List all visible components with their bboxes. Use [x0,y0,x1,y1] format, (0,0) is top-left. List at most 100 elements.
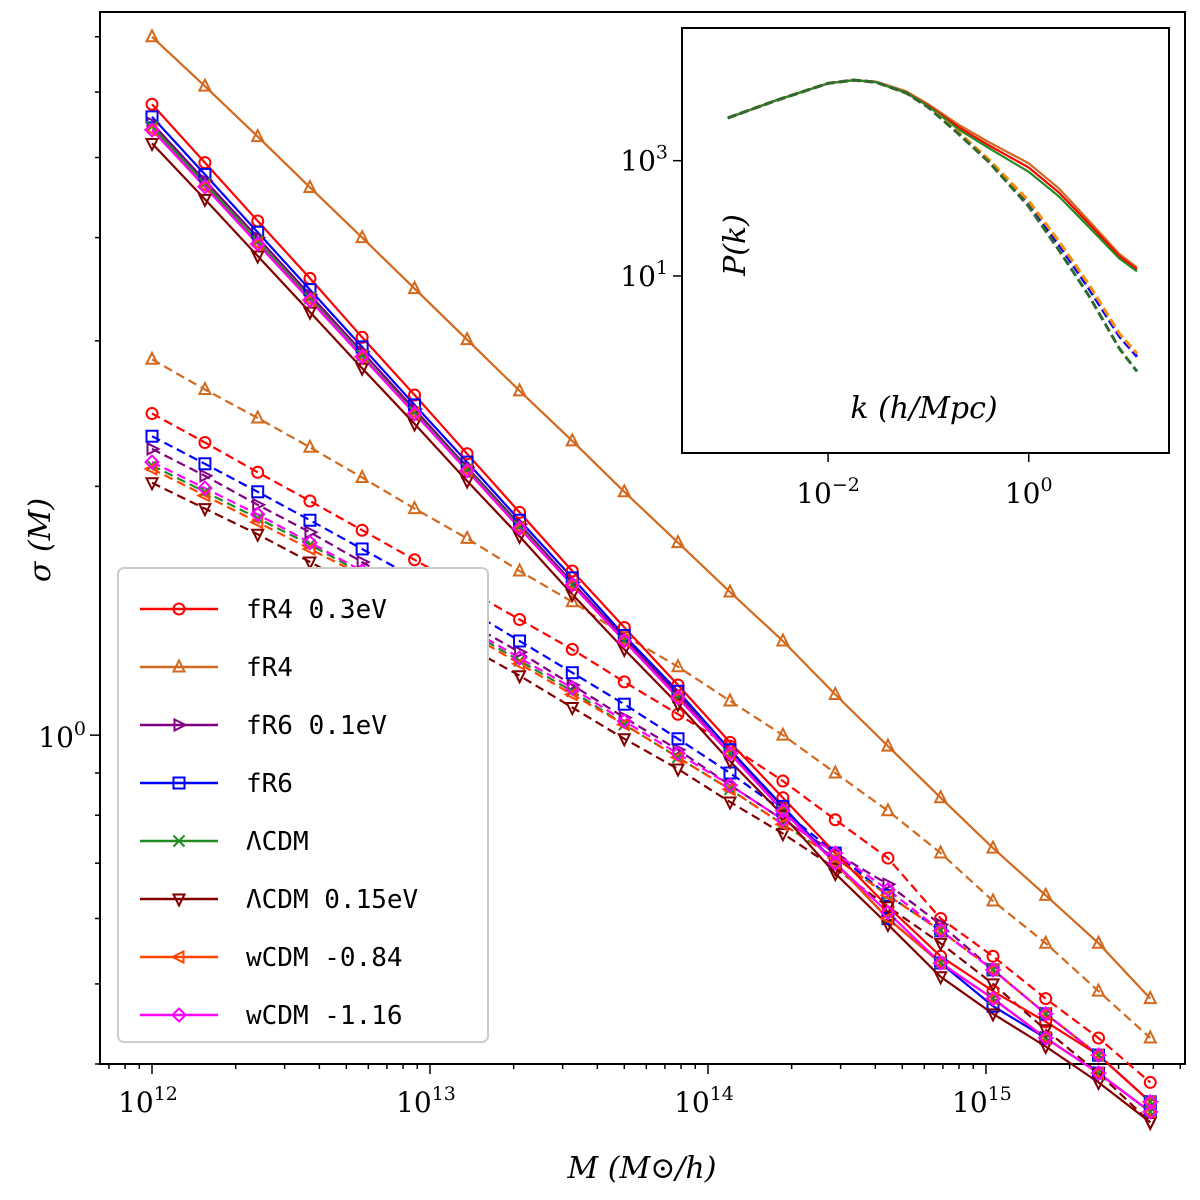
data-point-solid-6-1 [196,179,211,194]
data-point-dashed-0-13 [828,813,842,827]
data-point-dashed-1-8 [565,593,580,608]
data-point-dashed-1-10 [670,657,686,673]
data-point-dashed-6-7 [510,656,526,671]
inset-series-layer [727,78,1139,373]
data-point-dashed-3-1 [198,457,212,471]
data-point-dashed-6-18 [1089,1048,1104,1063]
data-point-dashed-6-16 [984,962,999,977]
data-point-dashed-1-0 [144,350,160,365]
data-point-solid-3-3 [303,283,317,297]
data-point-solid-7-4 [354,348,371,365]
data-point-solid-5-1 [197,193,213,209]
series-line-dashed-2 [151,447,1152,1103]
data-point-dashed-3-9 [617,697,631,711]
data-point-solid-7-2 [249,236,266,252]
data-point-solid-0-4 [355,330,369,344]
series-line-solid-5 [151,142,1151,1124]
legend-entry: ΛCDM 0.15eV [140,885,418,915]
data-point-solid-6-18 [1089,1065,1104,1081]
data-point-dashed-5-1 [197,503,213,518]
data-point-solid-1-6 [459,330,475,346]
data-point-solid-6-13 [826,856,841,871]
data-point-dashed-5-7 [512,670,527,685]
data-point-dashed-5-10 [670,763,686,778]
data-point-solid-7-17 [1037,1030,1054,1046]
data-point-dashed-1-16 [985,892,1001,907]
data-point-solid-6-4 [353,349,368,364]
data-point-dashed-1-4 [355,468,370,484]
series-line-solid-3 [151,116,1151,1113]
data-point-dashed-5-11 [722,796,738,811]
data-point-solid-1-15 [933,788,948,804]
data-point-dashed-5-2 [250,528,265,544]
legend-entry: fR6 0.1eV [140,711,387,741]
data-point-dashed-6-3 [301,541,316,557]
data-point-dashed-7-7 [511,650,528,666]
series-line-solid-1 [151,35,1152,1000]
legend-label: fR4 [246,653,293,683]
data-point-solid-7-19 [1142,1104,1159,1120]
inset-y-tick-label: 103 [620,142,668,178]
data-point-dashed-7-10 [670,745,686,762]
legend-entry: ΛCDM [140,827,309,857]
legend-label: fR6 [246,769,293,799]
data-point-dashed-2-7 [514,645,529,660]
x-tick-label: 1014 [674,1083,734,1119]
legend-marker [170,949,185,965]
data-point-dashed-2-14 [882,877,897,892]
main-plot: 1012 1013 1014 1015 100 M (M⊙/h) σ (M) [23,11,1186,1186]
inset-x-tick-label: 10−2 [796,474,860,510]
data-point-solid-1-16 [985,839,1001,854]
inset-y-axis-label: P(k) [718,214,753,277]
data-point-solid-1-12 [775,632,791,647]
data-point-dashed-1-6 [459,529,475,544]
data-point-solid-1-2 [250,127,265,143]
data-point-dashed-6-0 [143,461,158,476]
data-point-solid-7-9 [616,633,633,649]
data-point-solid-0-5 [408,388,422,402]
data-point-solid-0-9 [617,620,631,634]
data-point-dashed-1-2 [250,409,265,424]
x-tick-label: 1015 [952,1083,1012,1119]
data-point-dashed-1-11 [722,692,738,707]
data-point-solid-1-13 [828,685,843,700]
data-point-dashed-1-15 [933,844,948,859]
data-point-solid-7-7 [511,520,528,537]
data-point-solid-1-5 [407,279,422,295]
data-point-dashed-0-7 [513,613,527,627]
data-point-solid-5-16 [985,1008,1001,1023]
data-point-dashed-0-8 [565,642,579,656]
legend-entries: fR4 0.3eV fR4 fR6 0.1eV fR6 ΛCDM ΛCDM 0.15eV w… [140,595,418,1031]
data-point-dashed-2-0 [146,441,161,457]
legend-entry: wCDM -1.16 [140,1001,403,1031]
data-point-dashed-5-9 [617,733,632,748]
data-point-solid-0-6 [460,447,474,461]
data-point-solid-7-12 [774,802,791,819]
legend-label: fR6 0.1eV [246,711,387,741]
data-point-solid-6-15 [931,955,947,971]
series-line-dashed-1 [151,358,1152,1039]
data-point-dashed-1-1 [197,380,213,395]
data-point-dashed-6-14 [879,888,894,903]
data-point-dashed-7-2 [249,506,266,523]
inset-plot-frame [681,27,1170,454]
data-point-solid-1-1 [197,77,213,92]
data-point-solid-7-16 [985,990,1001,1007]
data-point-dashed-6-19 [1141,1094,1156,1109]
data-point-solid-5-0 [144,137,160,153]
data-point-solid-6-14 [879,911,894,926]
data-point-solid-7-13 [827,855,844,872]
data-point-dashed-7-0 [144,454,160,471]
series-line-dashed-0 [151,412,1152,1084]
main-axis-ticks: 1012 1013 1014 1015 100 [38,36,1182,1119]
data-point-solid-6-5 [405,406,421,421]
data-point-solid-7-1 [197,178,213,195]
data-point-dashed-0-5 [408,553,422,567]
data-point-solid-0-7 [513,505,527,519]
data-point-solid-1-3 [302,178,318,193]
data-point-solid-0-16 [986,984,1000,998]
data-point-dashed-7-17 [1037,1005,1054,1022]
data-point-dashed-1-19 [1143,1029,1158,1044]
data-point-dashed-6-15 [931,923,947,938]
series-line-solid-7 [151,129,1151,1113]
